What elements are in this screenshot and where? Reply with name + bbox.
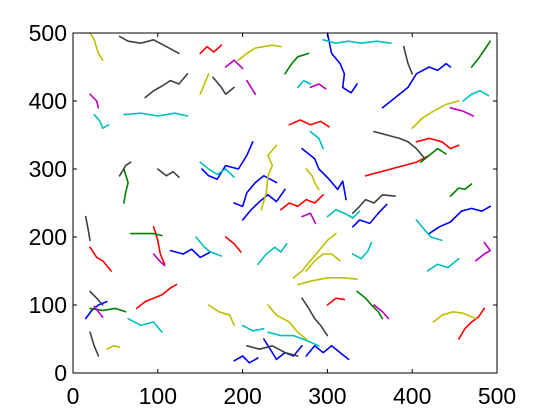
trajectory-line [84, 215, 91, 242]
trajectory-line [267, 304, 308, 340]
trajectory-line [207, 304, 235, 327]
trajectory-line [89, 93, 100, 109]
trajectory-line [129, 232, 163, 237]
trajectory-line [432, 310, 477, 323]
x-tick-label: 200 [223, 383, 261, 409]
trajectory-line [257, 243, 288, 266]
trajectory-line [260, 144, 278, 211]
trajectory-line [351, 241, 373, 260]
trajectory-line [326, 297, 346, 306]
trajectory-line [199, 44, 223, 55]
trajectory-line [157, 168, 180, 178]
trajectory-tracks [84, 32, 492, 364]
trajectory-line [118, 161, 132, 177]
trajectory-line [301, 212, 317, 225]
trajectory-line [381, 62, 452, 109]
trajectory-line [309, 130, 325, 150]
trajectory-line [224, 236, 242, 253]
trajectory-line [195, 236, 223, 257]
trajectory-line [411, 100, 460, 129]
trajectory-line [106, 344, 121, 351]
y-tick-label: 200 [29, 224, 67, 250]
trajectory-line [201, 141, 254, 180]
trajectory-line [351, 194, 397, 214]
trajectory-line [292, 232, 337, 279]
trajectory-line [322, 38, 392, 45]
trajectory-line [301, 297, 329, 337]
trajectory-line [212, 76, 235, 95]
trajectory-line [426, 257, 460, 272]
trajectory-line [305, 253, 341, 272]
trajectory-line [457, 307, 486, 340]
trajectory-line [152, 253, 166, 267]
trajectory-line [419, 147, 447, 163]
plot-frame [72, 32, 498, 374]
trajectory-line [152, 226, 166, 266]
y-tick-label: 100 [29, 292, 67, 318]
x-tick-label: 100 [139, 383, 177, 409]
x-tick-label: 300 [308, 383, 346, 409]
trajectory-line [233, 355, 259, 364]
x-tick-label: 400 [393, 383, 431, 409]
trajectory-line [246, 344, 299, 357]
x-tick-label: 0 [67, 383, 80, 409]
y-tick-label: 500 [29, 20, 67, 46]
trajectory-line [373, 130, 426, 160]
trajectory-line [89, 246, 112, 272]
trajectory-line [118, 35, 180, 55]
trajectory-line [241, 188, 286, 221]
trajectory-line [364, 154, 431, 177]
trajectory-line [351, 203, 388, 228]
y-tick-label: 400 [29, 88, 67, 114]
trajectory-line [123, 168, 129, 204]
trajectory-line [428, 205, 492, 235]
y-tick-label: 0 [54, 360, 67, 386]
trajectory-line [326, 209, 361, 219]
trajectory-line [474, 241, 492, 262]
trajectory-line [241, 324, 265, 332]
trajectory-line [169, 248, 212, 259]
trajectory-line [246, 79, 257, 95]
trajectory-line [356, 290, 384, 320]
trajectory-line [199, 73, 210, 95]
trajectory-line [470, 40, 492, 68]
trajectory-line [93, 113, 110, 129]
trajectory-line [415, 219, 443, 242]
trajectory-line [305, 344, 350, 361]
trajectory-line [402, 45, 414, 75]
trajectory-line [127, 317, 163, 334]
trajectory-line [301, 147, 347, 201]
trajectory-line [326, 32, 358, 94]
trajectory-line [305, 168, 320, 191]
trajectory-line [123, 112, 189, 117]
trajectory-line [309, 83, 327, 90]
x-tick-label: 500 [478, 383, 516, 409]
trajectory-line [415, 137, 460, 150]
trajectory-line [296, 276, 358, 286]
trajectory-line [89, 290, 104, 306]
trajectory-line [267, 331, 320, 347]
trajectory-line [233, 175, 278, 208]
y-tick-label: 300 [29, 156, 67, 182]
trajectory-line [449, 107, 475, 117]
trajectory-line [262, 338, 303, 361]
trajectory-line [279, 194, 325, 211]
trajectory-line [224, 59, 244, 70]
trajectory-line [284, 52, 310, 75]
trajectory-line [237, 44, 282, 62]
trajectory-line [144, 73, 189, 99]
trajectory-line [89, 331, 100, 357]
trajectory-line [89, 32, 104, 62]
trajectory-line [93, 305, 104, 319]
trajectory-line [296, 79, 312, 89]
trajectory-line [199, 161, 235, 178]
trajectory-line [449, 183, 473, 197]
trajectory-line [288, 119, 330, 128]
trajectory-line [135, 283, 178, 310]
plot-axes: 0 100 200 300 400 500 0 100 200 300 400 500 [29, 20, 517, 409]
trajectory-line [373, 304, 390, 320]
trajectory-line [462, 90, 490, 102]
